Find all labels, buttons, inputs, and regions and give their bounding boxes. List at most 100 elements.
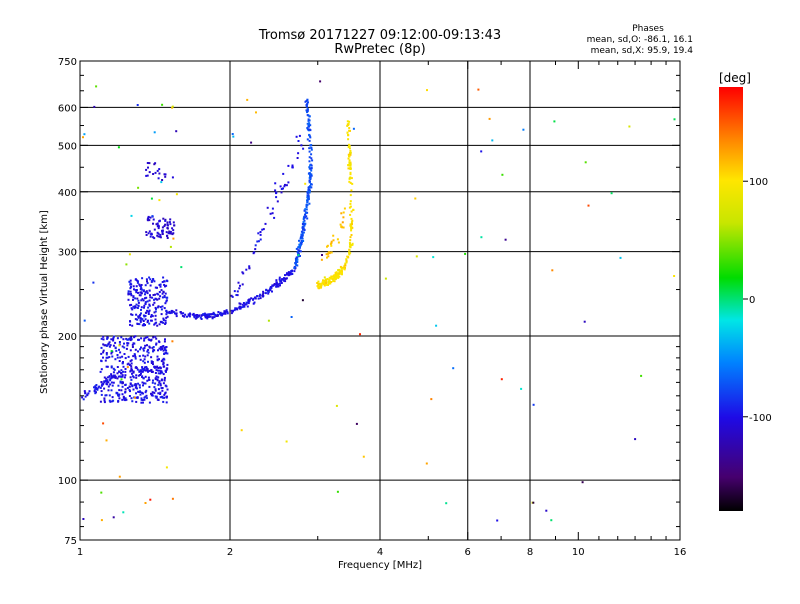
data-point bbox=[147, 378, 150, 381]
data-point bbox=[162, 363, 165, 366]
data-point bbox=[241, 283, 244, 286]
data-point bbox=[282, 187, 284, 190]
data-point bbox=[310, 157, 313, 160]
y-tick-label: 75 bbox=[64, 536, 77, 547]
data-point bbox=[349, 164, 352, 167]
data-point bbox=[138, 323, 141, 326]
data-point bbox=[123, 342, 125, 345]
data-point bbox=[157, 227, 160, 230]
data-point bbox=[129, 349, 132, 352]
data-point bbox=[130, 368, 133, 371]
data-point bbox=[308, 156, 311, 159]
data-point bbox=[245, 301, 248, 304]
data-point bbox=[165, 284, 168, 287]
data-point bbox=[164, 391, 167, 394]
data-point bbox=[155, 321, 158, 324]
data-point bbox=[165, 316, 168, 319]
x-tick-label: 16 bbox=[674, 547, 687, 558]
data-point bbox=[210, 313, 213, 316]
data-point bbox=[130, 397, 133, 400]
data-point bbox=[310, 183, 312, 186]
data-point bbox=[158, 358, 160, 361]
data-point bbox=[180, 312, 183, 315]
data-point bbox=[151, 296, 154, 299]
data-point bbox=[238, 307, 241, 310]
data-point bbox=[140, 284, 143, 286]
data-point bbox=[129, 383, 132, 386]
data-point bbox=[219, 312, 221, 315]
data-point bbox=[145, 290, 148, 293]
data-point bbox=[139, 358, 142, 361]
data-point bbox=[306, 200, 309, 203]
data-point bbox=[130, 214, 133, 217]
data-point bbox=[147, 232, 150, 235]
data-point bbox=[545, 509, 548, 512]
data-point bbox=[99, 400, 102, 403]
data-point bbox=[132, 388, 135, 391]
data-point bbox=[103, 387, 106, 390]
data-point bbox=[139, 393, 142, 396]
data-point bbox=[180, 266, 183, 269]
data-point bbox=[162, 349, 165, 352]
data-point bbox=[149, 498, 152, 501]
data-point bbox=[208, 314, 211, 317]
phases-mean-o: mean, sd,O: -86.1, 16.1 bbox=[587, 35, 693, 45]
data-point bbox=[161, 233, 164, 235]
data-point bbox=[144, 301, 147, 304]
data-point bbox=[323, 281, 326, 284]
data-point bbox=[349, 173, 352, 176]
data-point bbox=[295, 263, 298, 266]
data-point bbox=[349, 246, 352, 249]
data-point bbox=[96, 388, 99, 390]
data-point bbox=[156, 358, 159, 361]
data-point bbox=[119, 351, 122, 354]
data-point bbox=[157, 232, 160, 235]
data-point bbox=[93, 105, 96, 108]
data-point bbox=[162, 400, 165, 403]
data-point bbox=[287, 274, 290, 277]
data-point bbox=[252, 252, 255, 255]
data-point bbox=[145, 168, 148, 171]
data-point bbox=[271, 284, 274, 287]
phases-mean-x: mean, sd,X: 95.9, 19.4 bbox=[591, 46, 694, 56]
data-point bbox=[93, 386, 95, 389]
data-point bbox=[134, 348, 137, 351]
data-point bbox=[166, 315, 169, 318]
data-point bbox=[141, 298, 144, 301]
data-point bbox=[143, 367, 146, 370]
data-point bbox=[128, 337, 131, 340]
data-point bbox=[158, 199, 161, 202]
data-point bbox=[106, 376, 109, 379]
data-point bbox=[140, 369, 143, 372]
data-point bbox=[157, 372, 160, 375]
data-point bbox=[350, 234, 353, 236]
data-point bbox=[349, 151, 352, 154]
data-point bbox=[151, 315, 154, 318]
data-point bbox=[339, 270, 342, 273]
data-point bbox=[587, 204, 590, 207]
data-point bbox=[287, 164, 290, 167]
data-point bbox=[295, 247, 298, 250]
data-point bbox=[161, 229, 163, 232]
data-point bbox=[425, 462, 428, 465]
data-point bbox=[135, 313, 138, 316]
data-point bbox=[141, 318, 144, 321]
data-point bbox=[136, 281, 139, 284]
data-point bbox=[302, 218, 305, 221]
data-point bbox=[297, 255, 300, 258]
data-point bbox=[144, 355, 147, 358]
data-point bbox=[246, 305, 249, 308]
data-point bbox=[334, 273, 337, 276]
data-point bbox=[154, 171, 157, 174]
data-point bbox=[142, 377, 145, 380]
data-point bbox=[246, 98, 249, 101]
data-point bbox=[121, 345, 124, 348]
data-point bbox=[150, 356, 153, 359]
data-point bbox=[120, 369, 123, 372]
data-point bbox=[207, 313, 209, 316]
data-point bbox=[477, 88, 480, 91]
data-point bbox=[348, 129, 351, 132]
data-point bbox=[132, 355, 135, 358]
data-point bbox=[131, 400, 134, 403]
data-point bbox=[250, 141, 253, 144]
